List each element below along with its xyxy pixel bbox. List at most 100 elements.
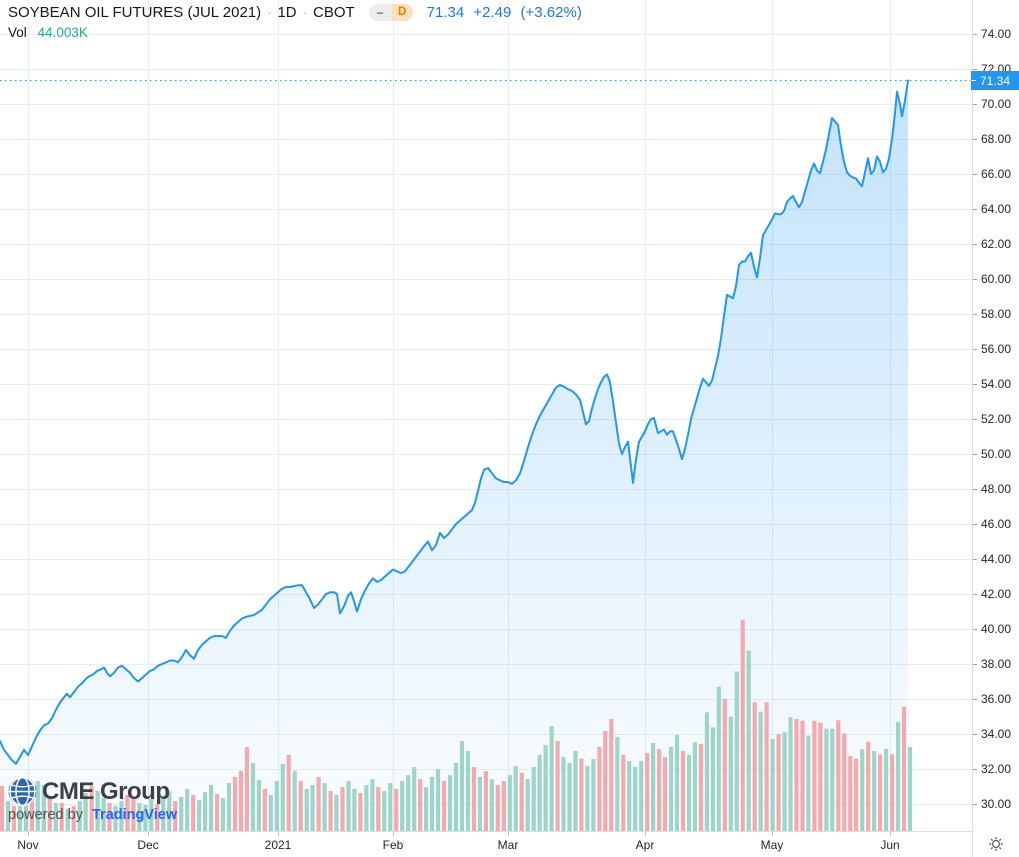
volume-bar xyxy=(609,718,614,831)
volume-bar xyxy=(722,698,727,831)
symbol-title: SOYBEAN OIL FUTURES (JUL 2021) xyxy=(8,4,262,21)
time-axis-label: Apr xyxy=(635,838,655,852)
volume-bar xyxy=(842,733,847,831)
volume-bar xyxy=(567,763,572,831)
price-tick-mark xyxy=(973,104,977,105)
volume-bar xyxy=(442,781,447,831)
volume-bar xyxy=(830,728,835,831)
volume-bar xyxy=(633,767,638,831)
time-tick-mark xyxy=(772,832,773,836)
volume-bar xyxy=(872,751,877,831)
volume-bar xyxy=(447,775,453,831)
time-tick-mark xyxy=(890,832,891,836)
interval-badge[interactable]: D xyxy=(391,4,413,21)
volume-bar xyxy=(346,781,351,831)
price-tick-mark xyxy=(973,69,977,70)
price-axis-label: 64.00 xyxy=(981,202,1012,216)
volume-bar xyxy=(812,720,817,831)
volume-bar xyxy=(274,781,279,831)
volume-label: Vol xyxy=(8,25,27,40)
volume-bar xyxy=(5,801,11,831)
separator-dot: · xyxy=(267,5,272,20)
time-axis-label: Nov xyxy=(17,838,39,852)
price-axis-label: 52.00 xyxy=(981,412,1012,426)
volume-bar xyxy=(758,711,763,831)
volume-bar xyxy=(884,748,889,831)
settings-gear-icon[interactable] xyxy=(988,836,1004,852)
price-tick-mark xyxy=(973,559,977,560)
price-axis-label: 44.00 xyxy=(981,552,1012,566)
price-axis-label: 70.00 xyxy=(981,97,1012,111)
time-tick-mark xyxy=(148,832,149,836)
price-tick-mark xyxy=(973,769,977,770)
volume-bar xyxy=(119,801,124,831)
exchange-label: CBOT xyxy=(313,4,355,21)
volume-bar xyxy=(495,785,500,831)
volume-bar xyxy=(710,727,715,831)
volume-bar xyxy=(531,767,536,831)
volume-bar xyxy=(316,777,321,831)
time-axis-label: Jun xyxy=(880,838,900,852)
volume-bar xyxy=(896,722,901,831)
volume-bar xyxy=(101,798,106,831)
chart-pane[interactable] xyxy=(0,0,972,831)
volume-bar xyxy=(537,755,542,831)
price-tick-mark xyxy=(973,209,977,210)
time-tick-mark xyxy=(645,832,646,836)
cme-group-wordmark: CME Group xyxy=(42,777,170,805)
volume-bar xyxy=(418,779,423,831)
time-scale[interactable]: Nov Dec 2021 Feb Mar Apr May Jun xyxy=(0,831,1019,857)
volume-bar xyxy=(358,793,363,831)
volume-bar xyxy=(149,798,154,831)
price-tick-mark xyxy=(973,489,977,490)
powered-by-label: powered by xyxy=(8,807,83,823)
volume-bar xyxy=(669,747,674,831)
volume-bar xyxy=(167,791,172,831)
chart-legend: SOYBEAN OIL FUTURES (JUL 2021) · 1D · CB… xyxy=(8,4,587,21)
volume-bar xyxy=(59,802,64,831)
volume-bar xyxy=(639,761,644,831)
volume-bar xyxy=(89,785,94,831)
price-tick-mark xyxy=(973,419,977,420)
volume-bar xyxy=(579,758,584,831)
volume-bar xyxy=(364,785,369,831)
time-tick-mark xyxy=(393,832,394,836)
price-axis-label: 36.00 xyxy=(981,692,1012,706)
volume-bar xyxy=(203,792,208,831)
cme-group-logo: CME Group xyxy=(7,776,170,807)
volume-bar xyxy=(436,769,441,831)
volume-bar xyxy=(627,761,632,831)
price-tick-mark xyxy=(973,314,977,315)
volume-bar xyxy=(519,773,524,831)
price-tick-mark xyxy=(973,699,977,700)
price-axis-label: 46.00 xyxy=(981,517,1012,531)
badge-tick xyxy=(971,80,976,82)
volume-bar xyxy=(412,767,417,831)
volume-bar xyxy=(29,801,34,831)
volume-bar xyxy=(453,763,459,831)
price-axis-label: 74.00 xyxy=(981,27,1012,41)
volume-bar xyxy=(125,794,130,831)
collapse-minus-icon[interactable]: − xyxy=(368,4,392,21)
price-scale[interactable]: 71.34 74.00 72.00 70.00 68.00 66.00 64.00 62.0… xyxy=(971,0,1019,857)
volume-bar xyxy=(143,805,148,831)
attribution: powered by TradingView xyxy=(8,807,177,823)
price-tick-mark xyxy=(973,279,977,280)
tradingview-link[interactable]: TradingView xyxy=(92,807,178,823)
volume-bar xyxy=(471,767,476,831)
volume-bar xyxy=(543,745,548,831)
volume-bar xyxy=(334,794,339,831)
volume-bar xyxy=(262,789,267,831)
legend-toggle-pill[interactable]: − D xyxy=(368,4,413,21)
price-tick-mark xyxy=(973,244,977,245)
price-axis-label: 38.00 xyxy=(981,657,1012,671)
volume-bar xyxy=(292,771,297,831)
price-change-percent: (+3.62%) xyxy=(520,4,582,21)
volume-bar xyxy=(603,731,608,831)
price-axis-label: 60.00 xyxy=(981,272,1012,286)
volume-bar xyxy=(698,743,703,831)
volume-bar xyxy=(734,671,739,831)
separator-dot: · xyxy=(302,5,307,20)
volume-bar xyxy=(394,789,399,831)
price-tick-mark xyxy=(973,139,977,140)
